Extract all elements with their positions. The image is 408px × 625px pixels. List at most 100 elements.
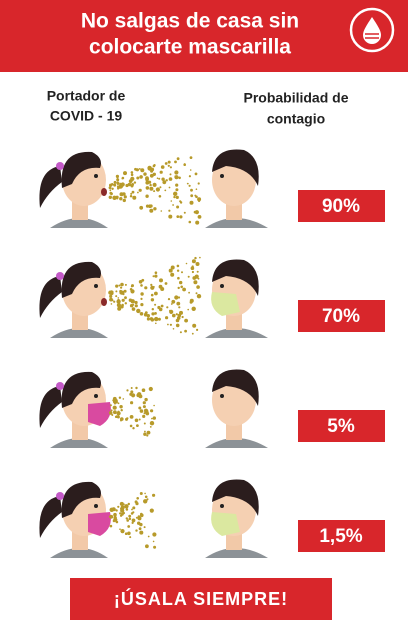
droplet bbox=[150, 387, 153, 390]
droplet bbox=[150, 298, 155, 302]
droplet bbox=[138, 168, 141, 170]
droplet bbox=[138, 280, 143, 284]
droplet bbox=[155, 187, 160, 192]
column-header: Portador de bbox=[47, 88, 126, 104]
droplet bbox=[117, 306, 122, 311]
droplet bbox=[131, 190, 135, 194]
droplet bbox=[194, 172, 198, 176]
droplet bbox=[139, 530, 144, 535]
droplet bbox=[147, 535, 150, 538]
droplet bbox=[132, 195, 137, 200]
hair bbox=[61, 481, 101, 518]
droplet bbox=[134, 167, 137, 171]
hair bbox=[61, 371, 101, 408]
droplet bbox=[177, 286, 180, 290]
shirt bbox=[50, 328, 108, 338]
droplet bbox=[120, 529, 125, 534]
droplet bbox=[109, 412, 113, 415]
droplet bbox=[195, 220, 200, 225]
droplet bbox=[119, 197, 123, 201]
row: 90% bbox=[39, 149, 385, 228]
droplet bbox=[197, 215, 202, 219]
droplet bbox=[172, 204, 175, 206]
droplet bbox=[154, 303, 157, 306]
droplet bbox=[146, 434, 149, 437]
droplet bbox=[118, 284, 121, 287]
droplet bbox=[153, 286, 155, 288]
droplet bbox=[181, 271, 183, 274]
droplet bbox=[130, 192, 133, 195]
droplet bbox=[143, 422, 146, 425]
button-label: ¡ÚSALA SIEMPRE! bbox=[114, 588, 288, 609]
droplet bbox=[125, 517, 128, 520]
droplet bbox=[111, 507, 116, 512]
droplet bbox=[196, 285, 200, 289]
droplet bbox=[140, 297, 143, 300]
droplet bbox=[144, 397, 148, 402]
droplet bbox=[186, 182, 189, 185]
ponytail bbox=[39, 276, 62, 318]
hair bbox=[212, 259, 259, 296]
droplet bbox=[149, 186, 154, 191]
droplet bbox=[174, 175, 176, 177]
shirt bbox=[50, 548, 108, 558]
droplet bbox=[131, 393, 136, 398]
droplet bbox=[129, 424, 133, 428]
droplet bbox=[159, 170, 163, 174]
droplet bbox=[153, 190, 156, 193]
droplet bbox=[167, 323, 169, 326]
logo bbox=[349, 7, 395, 53]
droplet bbox=[196, 294, 202, 299]
percent-box bbox=[298, 520, 385, 552]
droplet bbox=[164, 282, 168, 285]
droplet bbox=[142, 405, 146, 409]
droplet bbox=[149, 183, 152, 187]
droplet bbox=[130, 173, 134, 177]
droplet bbox=[120, 417, 124, 421]
droplet bbox=[136, 497, 139, 500]
droplet bbox=[113, 180, 117, 184]
droplet bbox=[129, 288, 133, 291]
droplet bbox=[197, 277, 200, 280]
droplet bbox=[151, 308, 154, 311]
droplet bbox=[160, 304, 164, 308]
rows: 90% 70% 5% 1,5% bbox=[39, 149, 385, 558]
droplet bbox=[114, 398, 118, 403]
droplet bbox=[109, 183, 113, 187]
droplet bbox=[115, 509, 118, 512]
droplet bbox=[159, 186, 162, 189]
ponytail bbox=[39, 496, 62, 538]
droplet bbox=[131, 307, 136, 311]
droplet bbox=[113, 183, 117, 187]
droplet bbox=[168, 209, 171, 212]
droplet bbox=[131, 508, 133, 511]
droplet bbox=[177, 313, 182, 318]
droplet bbox=[117, 505, 120, 508]
droplet bbox=[145, 180, 150, 185]
ponytail bbox=[39, 166, 62, 208]
mask bbox=[211, 292, 240, 316]
droplet bbox=[130, 512, 134, 515]
droplet bbox=[149, 317, 154, 321]
droplet bbox=[169, 309, 174, 314]
droplet bbox=[121, 176, 125, 180]
droplet bbox=[157, 317, 161, 321]
button[interactable] bbox=[70, 578, 332, 620]
droplet bbox=[176, 264, 180, 268]
droplet bbox=[135, 502, 139, 506]
hair bbox=[212, 479, 259, 516]
droplet bbox=[191, 306, 196, 311]
droplet bbox=[179, 331, 182, 334]
percent-box bbox=[298, 300, 385, 332]
droplet bbox=[116, 303, 121, 308]
droplet bbox=[117, 297, 120, 299]
eye bbox=[94, 504, 98, 508]
header-band bbox=[0, 0, 408, 72]
droplet bbox=[119, 501, 124, 506]
droplet bbox=[144, 495, 148, 499]
droplet bbox=[150, 169, 154, 173]
droplet bbox=[154, 312, 157, 315]
droplet bbox=[190, 266, 195, 271]
droplet bbox=[124, 296, 127, 300]
droplet bbox=[110, 303, 113, 305]
